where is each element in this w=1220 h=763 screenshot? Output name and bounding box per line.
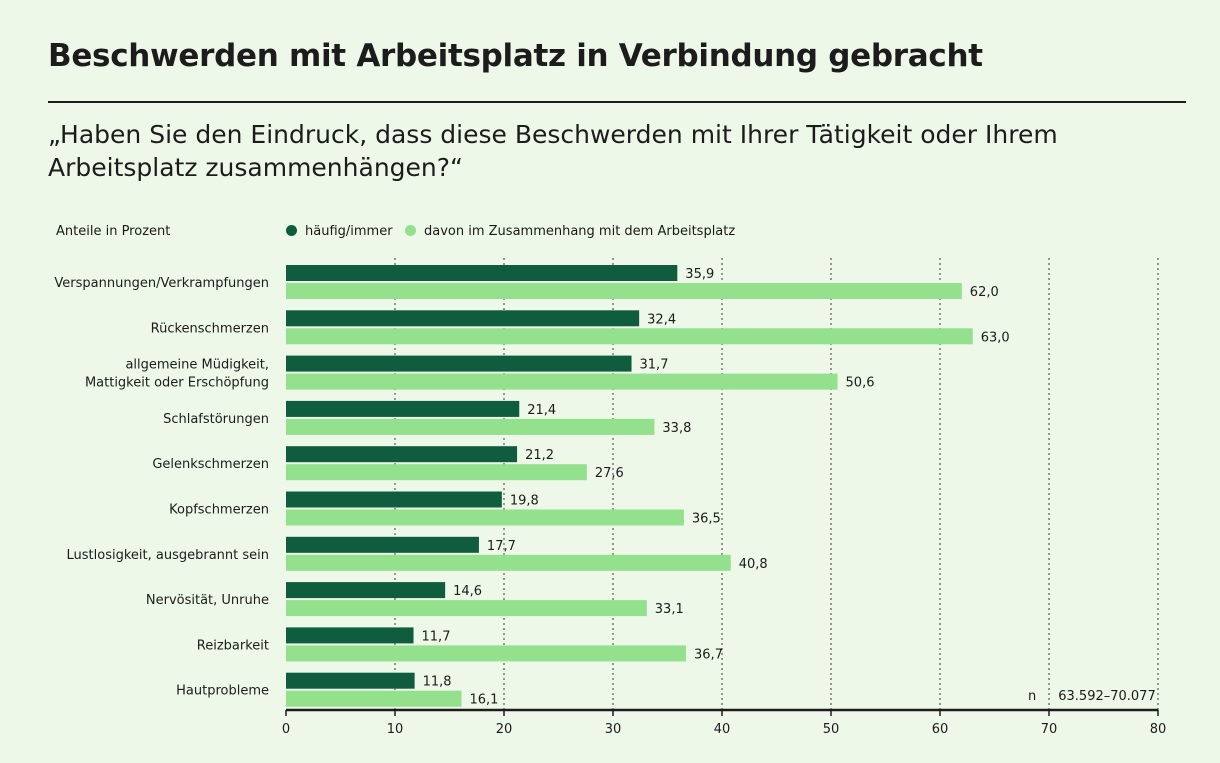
bar-haeufig [286, 582, 446, 599]
data-label: 17,7 [487, 539, 516, 554]
x-tick-label: 40 [714, 722, 731, 737]
x-tick-label: 10 [387, 722, 404, 737]
category-label: Rückenschmerzen [151, 321, 269, 336]
legend-swatch-light [405, 225, 416, 236]
chart-subtitle: „Haben Sie den Eindruck, dass diese Besc… [48, 120, 1058, 182]
x-tick-label: 70 [1041, 722, 1058, 737]
bar-haeufig [286, 446, 518, 463]
bar-haeufig [286, 400, 520, 417]
category-label: Hautprobleme [176, 684, 269, 699]
bar-arbeitsplatz [286, 373, 838, 390]
data-label: 33,1 [655, 602, 684, 617]
data-label: 32,4 [647, 312, 676, 327]
category-label: Verspannungen/Verkrampfungen [54, 276, 269, 291]
data-label: 36,7 [694, 647, 723, 662]
category-label: Mattigkeit oder Erschöpfung [85, 376, 269, 391]
data-label: 40,8 [739, 557, 768, 572]
bar-haeufig [286, 491, 502, 508]
data-label: 11,8 [423, 675, 452, 690]
bar-haeufig [286, 265, 678, 281]
data-label: 50,6 [846, 376, 875, 391]
legend-item-arbeitsplatz: davon im Zusammenhang mit dem Arbeitspla… [405, 224, 735, 239]
bar-arbeitsplatz [286, 418, 655, 435]
legend-label-haeufig: häufig/immer [305, 224, 393, 239]
bar-arbeitsplatz [286, 509, 684, 526]
data-label: 35,9 [685, 267, 714, 282]
x-tick-label: 60 [932, 722, 949, 737]
data-label: 36,5 [692, 512, 721, 527]
legend-item-haeufig: häufig/immer [286, 224, 393, 239]
data-label: 62,0 [970, 285, 999, 300]
category-label: Gelenkschmerzen [152, 457, 269, 472]
data-label: 11,7 [422, 629, 451, 644]
bar-arbeitsplatz [286, 328, 973, 345]
category-label: Kopfschmerzen [169, 503, 269, 518]
bar-haeufig [286, 536, 479, 553]
data-label: 14,6 [453, 584, 482, 599]
bar-haeufig [286, 627, 414, 644]
data-label: 21,4 [527, 403, 556, 418]
data-label: 31,7 [640, 358, 669, 373]
bar-arbeitsplatz [286, 283, 962, 299]
category-label: Reizbarkeit [197, 638, 269, 653]
title-divider [48, 101, 1186, 103]
legend-label-arbeitsplatz: davon im Zusammenhang mit dem Arbeitspla… [424, 224, 736, 239]
data-label: 19,8 [510, 494, 539, 509]
data-label: 63,0 [981, 330, 1010, 345]
x-tick-label: 20 [496, 722, 513, 737]
category-label: allgemeine Müdigkeit, [125, 358, 269, 373]
data-label: 16,1 [469, 693, 498, 708]
sample-size-note: n 63.592–70.077 [1028, 689, 1156, 704]
bar-arbeitsplatz [286, 554, 731, 571]
data-label: 21,2 [525, 448, 554, 463]
bar-haeufig [286, 672, 415, 689]
x-tick-label: 30 [605, 722, 622, 737]
x-tick-label: 0 [282, 722, 290, 737]
legend-swatch-dark [286, 225, 297, 236]
sample-size-label: n [1028, 689, 1037, 704]
category-label: Nervösität, Unruhe [146, 593, 269, 608]
bar-arbeitsplatz [286, 690, 462, 707]
unit-label: Anteile in Prozent [56, 224, 171, 239]
data-label: 27,6 [595, 466, 624, 481]
chart-title: Beschwerden mit Arbeitsplatz in Verbindu… [48, 38, 983, 74]
bar-arbeitsplatz [286, 600, 647, 617]
bar-arbeitsplatz [286, 464, 587, 481]
data-label: 33,8 [662, 421, 691, 436]
bar-haeufig [286, 310, 640, 327]
x-tick-label: 80 [1150, 722, 1167, 737]
category-label: Lustlosigkeit, ausgebrannt sein [67, 548, 269, 563]
bar-haeufig [286, 355, 632, 372]
bar-arbeitsplatz [286, 645, 687, 662]
sample-size-value: 63.592–70.077 [1058, 689, 1156, 704]
category-label: Schlafstörungen [163, 412, 269, 427]
x-tick-label: 50 [823, 722, 840, 737]
